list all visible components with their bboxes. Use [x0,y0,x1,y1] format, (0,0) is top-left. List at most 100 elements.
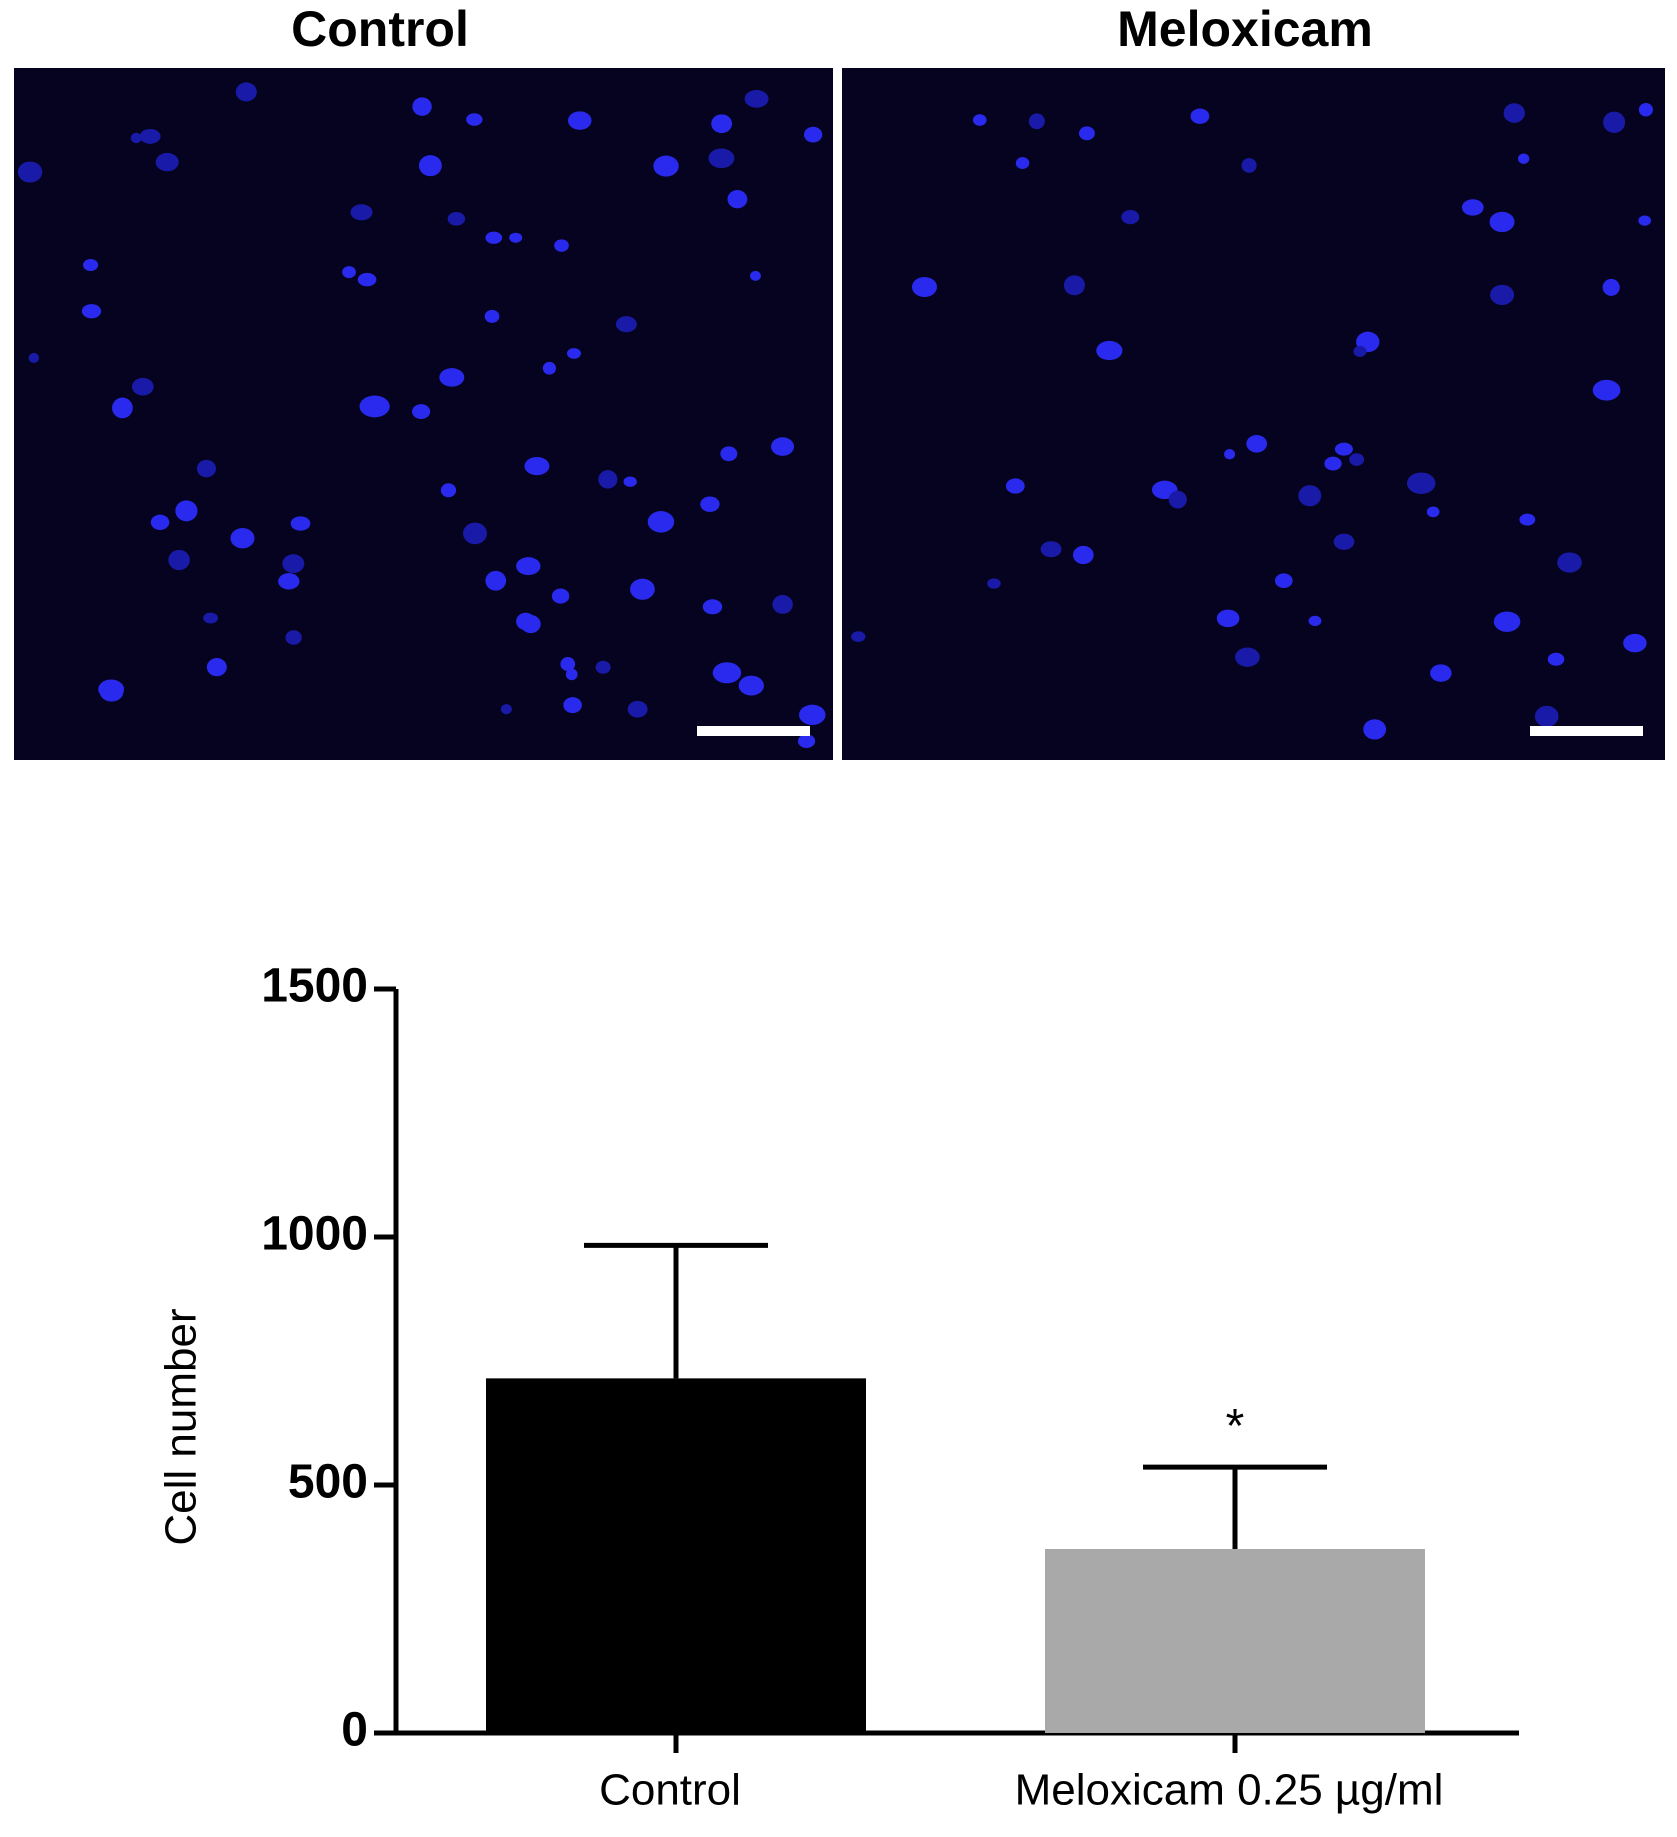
y-tick-label: 1500 [261,960,368,1013]
nucleus [1503,103,1525,123]
nucleus [509,232,523,243]
nucleus [1638,215,1652,226]
nucleus [1015,157,1030,170]
nucleus [595,660,611,674]
nucleus [566,348,581,359]
nucleus [1493,611,1521,632]
y-tick-label: 500 [288,1456,368,1509]
nucleus [83,258,99,272]
nucleus [727,190,748,209]
nucleus [500,704,512,715]
nucleus [516,557,541,576]
nucleus [972,114,987,126]
panel-title: Meloxicam [1117,1,1373,57]
nucleus [1430,664,1452,682]
nucleus [131,377,154,396]
nucleus [1534,705,1559,727]
nucleus [771,437,795,456]
x-tick-label: Control [599,1766,741,1815]
nucleus [623,476,637,487]
nucleus [196,459,216,478]
nucleus [738,675,764,696]
scale-bar [1530,726,1643,736]
nucleus [99,682,124,702]
nucleus [81,304,102,319]
nucleus [563,697,582,714]
nucleus [630,578,655,600]
nucleus [551,588,570,604]
nucleus [554,239,569,252]
nucleus [987,578,1001,589]
nucleus [412,97,432,116]
nucleus [28,352,40,363]
nucleus [702,599,723,615]
nucleus [175,500,198,522]
nucleus [203,612,219,624]
nucleus [1028,113,1045,130]
nucleus [1363,719,1387,740]
nucleus [911,276,937,298]
micrograph [842,68,1665,760]
nucleus [130,132,142,144]
nucleus [1168,490,1187,509]
nucleus [1461,199,1484,216]
nucleus [150,514,170,531]
nucleus [653,155,679,177]
nucleus [772,594,793,614]
nucleus [418,155,442,177]
nucleus [112,397,133,419]
nucleus [1426,506,1440,518]
nucleus [440,483,457,498]
nucleus [712,662,742,684]
nucleus [720,446,738,462]
nucleus [230,527,255,549]
nucleus [647,511,675,533]
y-tick-label: 1000 [261,1208,368,1261]
nucleus [798,704,826,726]
nucleus [1121,209,1140,225]
y-tick-label: 0 [341,1704,368,1757]
nuclei [17,82,1653,749]
nucleus [1603,111,1626,133]
nucleus [1241,158,1257,173]
nucleus [1235,647,1260,667]
significance-marker: * [1226,1400,1245,1453]
y-axis-label: Cell number [157,1308,206,1545]
nucleus [851,631,866,642]
nucleus [485,231,503,244]
nucleus [1592,379,1621,401]
nucleus [1298,485,1322,507]
x-tick-label: Meloxicam 0.25 µg/ml [1015,1766,1444,1815]
nucleus [285,630,302,645]
nucleus [797,734,816,749]
nucleus [1349,453,1365,466]
nucleus [1040,541,1062,558]
nucleus [463,522,487,545]
nucleus [1072,545,1094,565]
nucleus [567,111,592,130]
nucleus [1005,478,1025,494]
nucleus [484,309,500,323]
nucleus [290,516,311,531]
nucleus [1216,609,1240,628]
nucleus [711,114,733,134]
nucleus [235,82,257,102]
nucleus [803,126,823,143]
nucleus [1063,275,1085,296]
nucleus [1517,153,1530,164]
nucleus [1190,108,1210,124]
nucleus [282,554,305,574]
nucleus [1407,472,1436,494]
bar [486,1378,866,1733]
nucleus [1353,345,1367,357]
nucleus [342,266,356,279]
nucleus [155,152,179,172]
nucleus [1246,434,1268,453]
nucleus [524,456,550,476]
nucleus [700,496,720,512]
nucleus [1490,284,1515,305]
nucleus [439,368,465,387]
nucleus [1224,449,1236,460]
nucleus [357,272,377,287]
nucleus [1079,126,1095,141]
